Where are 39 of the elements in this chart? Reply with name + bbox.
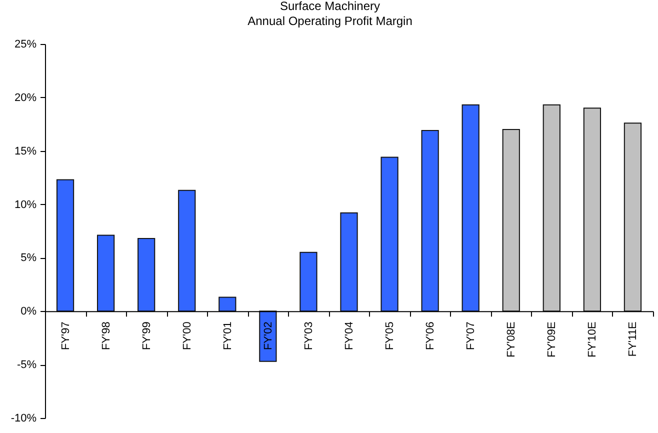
bar <box>583 108 602 312</box>
bar <box>218 296 236 312</box>
y-tick-label: 20% <box>14 92 37 104</box>
x-tick-label: FY'02 <box>262 322 274 350</box>
bar <box>340 212 358 312</box>
x-tick-label: FY'00 <box>181 322 194 350</box>
x-tick-label: FY'11E <box>627 322 640 357</box>
x-tick-label: FY'10E <box>586 322 599 358</box>
y-tick-label: -10% <box>10 412 37 424</box>
bar <box>300 252 318 312</box>
bar <box>624 122 642 312</box>
y-tick-label: -5% <box>16 359 37 372</box>
x-tick-label: FY'06 <box>424 322 437 350</box>
bar <box>502 128 520 312</box>
bar <box>178 190 196 312</box>
x-tick-label: FY'07 <box>465 322 478 350</box>
chart-subtitle: Annual Operating Profit Margin <box>248 14 412 28</box>
chart-title: Surface Machinery <box>280 0 380 13</box>
bar <box>380 156 398 312</box>
x-tick-label: FY'03 <box>302 322 315 350</box>
x-tick-label: FY'05 <box>384 322 396 350</box>
y-tick-label: 10% <box>14 198 37 211</box>
x-tick-label: FY'99 <box>140 322 153 350</box>
x-tick-label: FY'97 <box>60 322 72 350</box>
bar <box>96 234 115 312</box>
bar <box>138 238 156 312</box>
bar <box>421 130 439 312</box>
bar <box>542 104 560 312</box>
x-tick-label: FY'08E <box>506 322 518 358</box>
x-tick-label: FY'01 <box>222 322 234 350</box>
bar <box>462 104 480 312</box>
bar <box>56 179 74 312</box>
y-tick-label: 5% <box>20 252 37 264</box>
x-tick-label: FY'98 <box>100 322 112 350</box>
x-tick-label: FY'04 <box>344 322 356 350</box>
y-tick-label: 15% <box>14 145 37 158</box>
y-tick-label: 0% <box>20 306 37 318</box>
x-tick-label: FY'09E <box>546 322 558 358</box>
y-tick-label: 25% <box>14 38 37 50</box>
